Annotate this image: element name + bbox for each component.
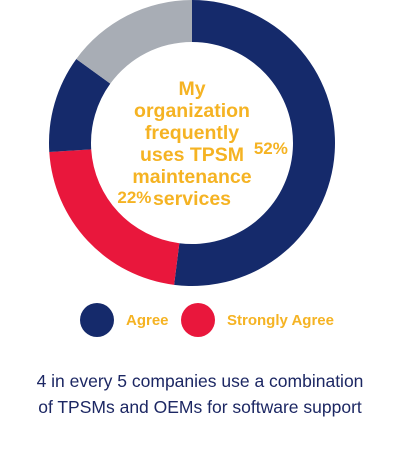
slice-label-strongly-agree: 22% (117, 188, 151, 207)
footnote-line-1: 4 in every 5 companies use a combination (36, 371, 364, 391)
center-title-line-6: services (153, 188, 231, 210)
donut-slices (49, 0, 335, 286)
legend-item-agree: Agree (80, 302, 169, 338)
legend-label-agree: Agree (126, 311, 169, 329)
donut-slice-strongly-agree (49, 149, 180, 285)
center-title-line-5: maintenance (132, 166, 251, 188)
legend-item-strongly-agree: Strongly Agree (181, 302, 334, 338)
legend-swatch-strongly-agree (181, 303, 215, 337)
legend: Agree Strongly Agree (0, 302, 400, 338)
donut-slice-unlabeled-3 (76, 0, 192, 84)
donut-slice-labels: 52% 22% (117, 139, 287, 207)
donut-slice-unlabeled-2 (49, 58, 111, 152)
center-title-line-2: organization (134, 100, 250, 122)
footnote-line-2: of TPSMs and OEMs for software support (38, 397, 362, 417)
legend-label-strongly-agree: Strongly Agree (227, 311, 334, 329)
center-title-line-4: uses TPSM (140, 144, 244, 166)
center-title-line-1: My (178, 78, 205, 100)
footnote: 4 in every 5 companies use a combination… (0, 368, 400, 420)
legend-swatch-agree (80, 303, 114, 337)
donut-slice-agree (174, 0, 335, 286)
center-title-line-3: frequently (145, 122, 239, 144)
slice-label-agree: 52% (254, 139, 288, 158)
